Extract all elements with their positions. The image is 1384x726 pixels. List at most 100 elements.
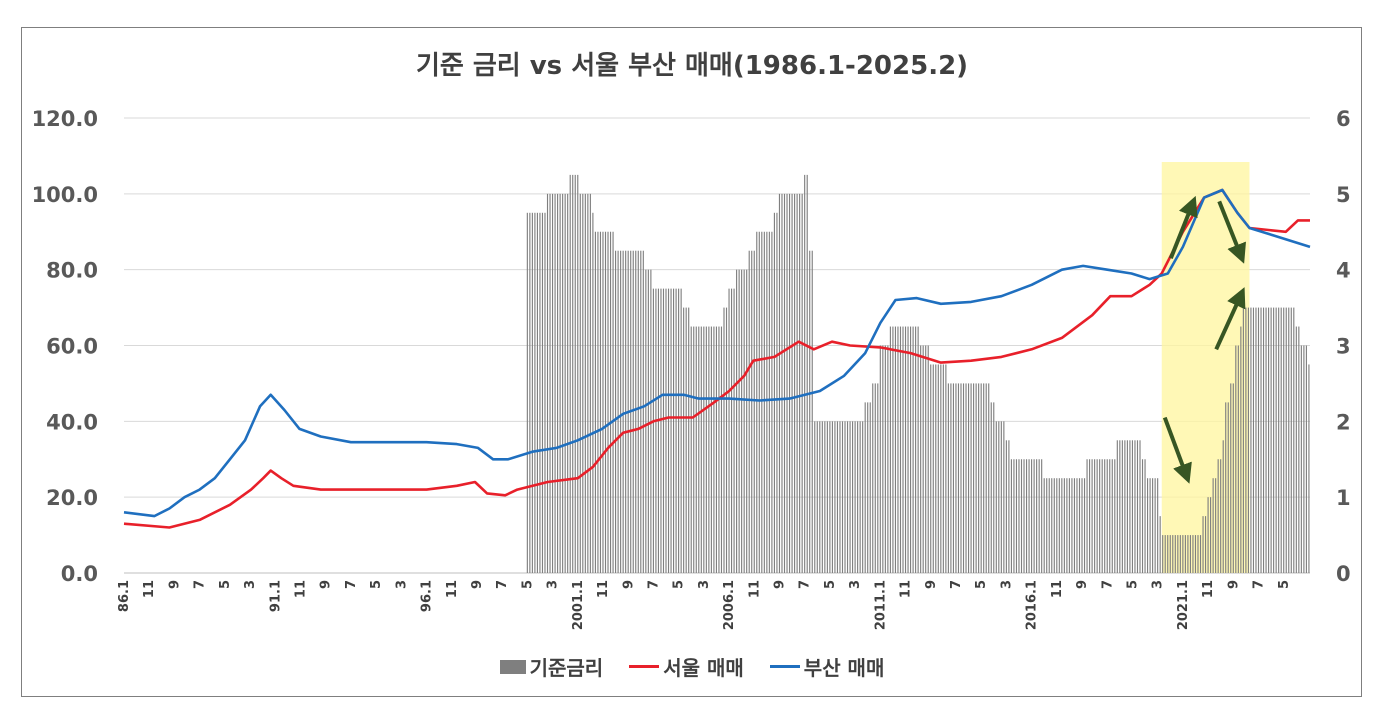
right-axis-tick-label: 4: [1336, 259, 1351, 283]
rate-bar: [1222, 440, 1224, 573]
rate-bar: [652, 288, 654, 573]
rate-bar: [1111, 459, 1113, 573]
rate-bar: [942, 364, 944, 573]
x-axis-tick-label: 2001.1: [571, 580, 586, 630]
x-axis-tick-label: 2006.1: [722, 580, 737, 630]
x-axis-tick-label: 5: [520, 580, 535, 589]
rate-bar: [776, 212, 778, 573]
rate-bar: [1010, 459, 1012, 573]
rate-bar: [841, 421, 844, 573]
rate-bar: [708, 326, 710, 573]
rate-bar: [609, 231, 612, 573]
rate-bar: [1081, 478, 1083, 573]
rate-bar: [1250, 307, 1252, 573]
x-axis-tick-label: 5: [823, 580, 838, 589]
x-axis-tick-label: 9: [167, 580, 182, 589]
x-axis-tick-label: 7: [1100, 580, 1115, 589]
rate-bar: [1031, 459, 1033, 573]
rate-bar: [554, 193, 556, 574]
rate-bar: [582, 193, 584, 574]
rate-bar: [564, 193, 566, 574]
rate-bar: [620, 250, 622, 574]
rate-bar: [579, 193, 581, 574]
legend-item-rate: 기준금리: [499, 652, 604, 681]
x-axis-tick-label: 9: [1226, 580, 1241, 589]
rate-bar: [1202, 516, 1204, 573]
rate-bar: [1061, 478, 1063, 573]
rate-bar: [1036, 459, 1038, 573]
x-axis-tick-label: 11: [1050, 580, 1065, 598]
rate-bar: [1182, 535, 1184, 573]
rate-bar: [667, 288, 670, 573]
rate-bar: [864, 402, 866, 573]
rate-bar: [592, 212, 594, 573]
rate-bar: [1262, 307, 1265, 573]
x-axis-ticks: 86.1 11 9 7 5 3 91.1 11 9 7 5 3 96.1 11 9 7 5 3 2001.1 11 9 7…: [117, 580, 1292, 630]
rate-bar: [713, 326, 715, 573]
rate-bar: [688, 307, 690, 573]
rate-bar: [902, 326, 904, 573]
right-axis-tick-label: 3: [1336, 335, 1351, 359]
rate-bar: [1141, 459, 1144, 573]
left-axis-tick-label: 120.0: [32, 107, 98, 131]
rate-bar: [887, 345, 889, 573]
rate-bar: [884, 345, 886, 573]
rate-bar: [743, 269, 745, 573]
left-axis-tick-label: 40.0: [46, 410, 98, 434]
rate-bar: [574, 174, 576, 573]
rate-bar: [1106, 459, 1108, 573]
right-axis-ticks: 0 1 2 3 4 5 6: [1336, 107, 1351, 586]
rate-bar: [1199, 535, 1202, 573]
rate-bar: [1000, 421, 1002, 573]
rate-bar: [1260, 307, 1262, 573]
rate-bar: [1094, 459, 1096, 573]
rate-bar: [811, 250, 813, 574]
rate-bar: [1162, 535, 1164, 573]
rate-bar: [700, 326, 702, 573]
rate-bar: [925, 345, 927, 573]
rate-bar: [549, 193, 551, 574]
rate-bar: [872, 383, 874, 573]
rate-bar: [647, 269, 649, 573]
rate-bar: [1293, 307, 1295, 573]
rate-bar: [1066, 478, 1068, 573]
rate-bar: [915, 326, 917, 573]
rate-bar: [794, 193, 796, 574]
rate-bar: [834, 421, 836, 573]
x-axis-tick-label: 11: [1201, 580, 1216, 598]
rate-bar: [562, 193, 564, 574]
rate-bar: [1147, 478, 1149, 573]
x-axis-tick-label: 5: [218, 580, 233, 589]
trend-arrow: [1217, 200, 1246, 264]
rate-bar: [1172, 535, 1174, 573]
rate-bar: [1204, 516, 1207, 573]
rate-bar: [718, 326, 720, 573]
rate-bar: [632, 250, 634, 574]
rate-bar: [710, 326, 712, 573]
rate-bar: [1144, 459, 1146, 573]
x-axis-tick-label: 11: [293, 580, 308, 598]
x-axis-tick-label: 5: [1277, 580, 1292, 589]
rate-bar: [1043, 478, 1045, 573]
rate-bar: [695, 326, 697, 573]
x-axis-tick-label: 5: [672, 580, 687, 589]
rate-bar: [733, 288, 735, 573]
rate-bar: [640, 250, 642, 574]
rate-bar: [1270, 307, 1272, 573]
legend-label-rate: 기준금리: [529, 656, 604, 680]
rate-bar: [730, 288, 733, 573]
rate-bar: [662, 288, 665, 573]
rate-bar: [1227, 402, 1229, 573]
rate-bar: [907, 326, 909, 573]
x-axis-tick-label: 11: [747, 580, 762, 598]
rate-bar: [965, 383, 967, 573]
rate-bar: [1068, 478, 1070, 573]
rate-bar: [879, 345, 881, 573]
rate-bar: [567, 193, 569, 574]
rate-bar: [678, 288, 680, 573]
rate-bar: [1076, 478, 1078, 573]
right-axis-tick-label: 6: [1336, 107, 1351, 131]
rate-bar: [859, 421, 861, 573]
rate-bar: [1099, 459, 1101, 573]
rate-bar: [1207, 497, 1209, 573]
